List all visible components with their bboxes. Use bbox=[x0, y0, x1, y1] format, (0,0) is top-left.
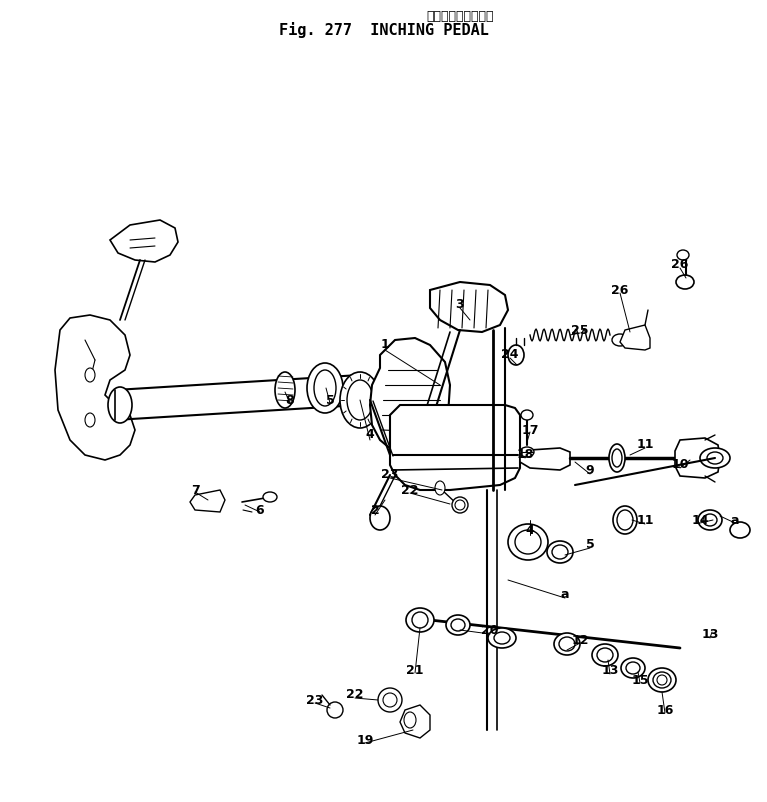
Ellipse shape bbox=[554, 633, 580, 655]
Text: 23: 23 bbox=[381, 468, 399, 481]
Ellipse shape bbox=[412, 612, 428, 628]
Text: 10: 10 bbox=[671, 459, 689, 472]
Ellipse shape bbox=[609, 444, 625, 472]
Ellipse shape bbox=[626, 662, 640, 674]
Polygon shape bbox=[430, 282, 508, 332]
Ellipse shape bbox=[488, 628, 516, 648]
Polygon shape bbox=[110, 220, 178, 262]
Text: 18: 18 bbox=[516, 448, 534, 461]
Polygon shape bbox=[55, 315, 135, 460]
Ellipse shape bbox=[559, 637, 575, 651]
Polygon shape bbox=[675, 438, 720, 478]
Ellipse shape bbox=[676, 275, 694, 289]
Text: 9: 9 bbox=[586, 464, 594, 476]
Ellipse shape bbox=[552, 545, 568, 559]
Ellipse shape bbox=[508, 345, 524, 365]
Polygon shape bbox=[390, 405, 520, 490]
Text: 22: 22 bbox=[346, 688, 364, 702]
Ellipse shape bbox=[700, 448, 730, 468]
Text: 25: 25 bbox=[571, 323, 589, 337]
Text: 4: 4 bbox=[366, 428, 374, 441]
Ellipse shape bbox=[520, 447, 534, 457]
Polygon shape bbox=[190, 490, 225, 512]
Ellipse shape bbox=[108, 387, 132, 423]
Ellipse shape bbox=[383, 693, 397, 707]
Polygon shape bbox=[400, 705, 430, 738]
Text: 22: 22 bbox=[401, 484, 419, 496]
Ellipse shape bbox=[378, 688, 402, 712]
Text: 1: 1 bbox=[380, 338, 390, 351]
Ellipse shape bbox=[275, 372, 295, 408]
Text: 21: 21 bbox=[407, 663, 423, 677]
Ellipse shape bbox=[263, 492, 277, 502]
Text: 23: 23 bbox=[306, 694, 324, 707]
Text: 6: 6 bbox=[255, 504, 265, 516]
Ellipse shape bbox=[314, 370, 336, 406]
Ellipse shape bbox=[648, 668, 676, 692]
Ellipse shape bbox=[621, 658, 645, 678]
Text: 17: 17 bbox=[522, 423, 538, 436]
Ellipse shape bbox=[613, 506, 637, 534]
Text: 13: 13 bbox=[701, 629, 719, 642]
Text: 3: 3 bbox=[456, 298, 464, 311]
Text: a: a bbox=[561, 589, 569, 602]
Ellipse shape bbox=[327, 702, 343, 718]
Text: 5: 5 bbox=[586, 538, 594, 552]
Text: 7: 7 bbox=[191, 484, 199, 496]
Ellipse shape bbox=[730, 522, 750, 538]
Ellipse shape bbox=[521, 410, 533, 420]
Text: 24: 24 bbox=[502, 349, 518, 362]
Text: 5: 5 bbox=[326, 394, 334, 407]
Text: 14: 14 bbox=[691, 513, 709, 526]
Ellipse shape bbox=[307, 363, 343, 413]
Ellipse shape bbox=[451, 619, 465, 631]
Ellipse shape bbox=[452, 497, 468, 513]
Text: a: a bbox=[731, 513, 739, 526]
Text: 13: 13 bbox=[601, 663, 619, 677]
Ellipse shape bbox=[370, 506, 390, 530]
Text: 20: 20 bbox=[481, 623, 499, 637]
Ellipse shape bbox=[698, 510, 722, 530]
Text: インチング　ペダル: インチング ペダル bbox=[426, 10, 494, 23]
Ellipse shape bbox=[612, 334, 628, 346]
Ellipse shape bbox=[435, 481, 445, 495]
Ellipse shape bbox=[340, 372, 380, 428]
Text: 19: 19 bbox=[357, 734, 374, 747]
Ellipse shape bbox=[547, 541, 573, 563]
Ellipse shape bbox=[446, 615, 470, 635]
Ellipse shape bbox=[515, 530, 541, 554]
Ellipse shape bbox=[404, 712, 416, 728]
Ellipse shape bbox=[85, 413, 95, 427]
Text: 4: 4 bbox=[525, 524, 535, 537]
Text: 11: 11 bbox=[637, 439, 653, 452]
Ellipse shape bbox=[494, 632, 510, 644]
Ellipse shape bbox=[406, 608, 434, 632]
Text: 15: 15 bbox=[631, 674, 649, 687]
Ellipse shape bbox=[617, 510, 633, 530]
Ellipse shape bbox=[592, 644, 618, 666]
Polygon shape bbox=[520, 448, 570, 470]
Ellipse shape bbox=[347, 380, 373, 420]
Text: Fig. 277  INCHING PEDAL: Fig. 277 INCHING PEDAL bbox=[278, 22, 489, 38]
Ellipse shape bbox=[508, 524, 548, 560]
Text: 11: 11 bbox=[637, 513, 653, 526]
Polygon shape bbox=[370, 338, 450, 455]
Text: 8: 8 bbox=[285, 394, 295, 407]
Ellipse shape bbox=[455, 500, 465, 510]
Ellipse shape bbox=[707, 452, 723, 464]
Ellipse shape bbox=[85, 368, 95, 382]
Ellipse shape bbox=[653, 672, 671, 688]
Text: 2: 2 bbox=[370, 504, 380, 516]
Polygon shape bbox=[620, 325, 650, 350]
Text: 26: 26 bbox=[611, 283, 629, 297]
Text: 26: 26 bbox=[671, 258, 689, 272]
Text: 12: 12 bbox=[571, 634, 589, 646]
Text: 16: 16 bbox=[657, 703, 673, 716]
Ellipse shape bbox=[597, 648, 613, 662]
Ellipse shape bbox=[612, 449, 622, 467]
Ellipse shape bbox=[703, 514, 717, 526]
Ellipse shape bbox=[657, 675, 667, 685]
Ellipse shape bbox=[677, 250, 689, 260]
